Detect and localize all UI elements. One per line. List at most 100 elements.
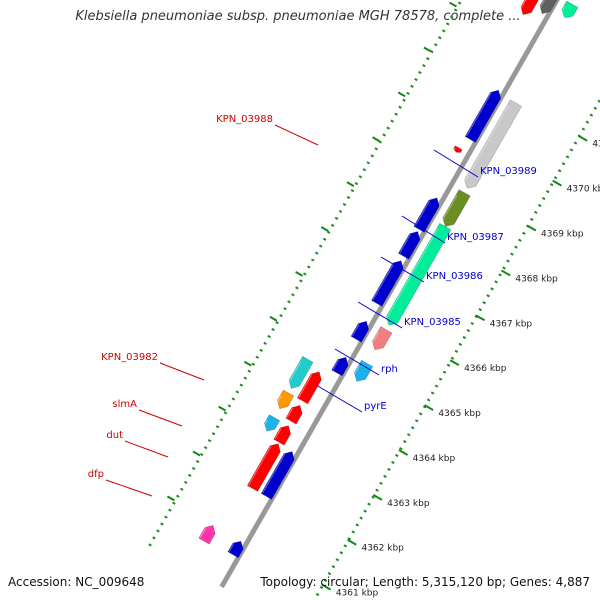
gene-arrow	[453, 145, 463, 153]
gene-arrow-highlight	[262, 453, 286, 494]
tick-mark-outer	[192, 450, 201, 457]
tick-mark	[526, 224, 537, 232]
label-leader-line	[433, 149, 479, 178]
gene-arrow	[198, 525, 216, 545]
tick-label: 4364 kbp	[413, 454, 456, 464]
gene-arrow	[464, 89, 502, 143]
tick-mark-outer	[269, 315, 278, 322]
gene-arrow-highlight	[440, 194, 458, 224]
tick-label: 4368 kbp	[515, 274, 558, 284]
gene-arrow-highlight	[399, 233, 411, 254]
tick-label: 4369 kbp	[541, 229, 584, 239]
gene-arrow-highlight	[559, 5, 566, 15]
label-leader-line	[124, 440, 169, 458]
gene-label: KPN_03987	[447, 232, 504, 243]
label-leader-line	[334, 348, 380, 376]
tick-mark	[552, 179, 562, 187]
gene-arrow	[331, 356, 349, 377]
gene-arrow-highlight	[384, 228, 439, 322]
gene-arrow	[263, 414, 281, 432]
gene-arrow	[464, 99, 523, 189]
gene-arrow-highlight	[352, 365, 360, 379]
gene-arrow-highlight	[462, 105, 509, 185]
gene-arrow-highlight	[286, 361, 302, 386]
gene-arrow-highlight	[351, 323, 360, 337]
gene-label: pyrE	[364, 401, 387, 412]
backbone-rings	[148, 0, 600, 600]
label-leader-line	[159, 362, 205, 381]
label-leader-line	[138, 409, 183, 427]
gene-arrow	[285, 405, 303, 425]
gene-arrow	[277, 389, 295, 410]
gene-arrow	[397, 231, 421, 260]
tick-mark-outer	[449, 1, 457, 8]
tick-mark	[372, 494, 383, 501]
gene-arrow	[539, 0, 558, 15]
tick-label: 4361 kbp	[336, 589, 379, 599]
tick-label: 4371 kbp	[592, 140, 600, 150]
gene-arrow-highlight	[275, 395, 282, 406]
tick-mark	[577, 134, 588, 142]
gene-arrow-highlight	[199, 527, 207, 539]
gene-arrow-highlight	[414, 200, 431, 227]
gene-arrow-highlight	[298, 374, 313, 398]
gene-arrow	[520, 0, 539, 16]
gene-arrow	[246, 443, 281, 492]
label-leader-line	[105, 479, 153, 497]
tick-label: 4366 kbp	[464, 364, 507, 374]
gene-arrow	[296, 371, 322, 405]
gene-arrow	[288, 355, 314, 389]
gene-arrow-highlight	[518, 0, 527, 12]
gene-arrow-highlight	[274, 428, 282, 440]
gene-label: KPN_03985	[404, 317, 461, 328]
accession-text: Accession: NC_009648	[8, 575, 144, 589]
tick-mark-outer	[397, 91, 406, 98]
gene-label: rph	[381, 364, 398, 375]
gene-arrow-highlight	[248, 445, 272, 486]
gene-label: KPN_03986	[426, 271, 483, 282]
gene-arrow-highlight	[286, 407, 294, 419]
gene-arrow-highlight	[372, 263, 395, 301]
gene-label: KPN_03982	[101, 352, 158, 363]
gene-arrow	[227, 540, 244, 559]
label-leader-line	[315, 384, 363, 413]
gene-arrow-highlight	[537, 0, 545, 11]
gene-label: KPN_03989	[480, 166, 537, 177]
tick-mark-outer	[218, 405, 227, 412]
tick-mark-outer	[295, 271, 304, 277]
gene-arrow	[385, 222, 452, 326]
outer-dotted-ring	[148, 0, 464, 547]
gene-label: dut	[106, 430, 123, 441]
gene-features	[198, 0, 579, 559]
gene-arrow-highlight	[453, 147, 456, 151]
gene-arrow	[350, 320, 370, 343]
label-leader-line	[380, 256, 425, 283]
tick-mark	[475, 314, 486, 322]
tick-mark-outer	[243, 360, 252, 367]
gene-label: KPN_03988	[216, 114, 273, 125]
tick-mark-outer	[166, 495, 175, 502]
gene-label: dfp	[88, 469, 104, 480]
label-leader-line	[401, 215, 446, 244]
gene-arrow	[561, 0, 579, 19]
gene-arrow	[442, 189, 471, 227]
backbone-ring	[219, 0, 560, 589]
gene-arrow-highlight	[332, 359, 340, 370]
tick-mark	[347, 538, 357, 546]
gene-label: slmA	[112, 399, 137, 410]
gene-arrow-highlight	[370, 331, 380, 347]
gene-arrow-highlight	[228, 543, 235, 552]
gene-arrow-highlight	[465, 92, 492, 137]
gene-labels: KPN_03988 KPN_03982 slmA dut dfp KPN_03989 KPN…	[88, 114, 537, 497]
label-leader-line	[274, 124, 319, 146]
inner-dotted-ring	[312, 96, 600, 600]
gene-arrow	[371, 260, 404, 307]
tick-mark-outer	[372, 136, 381, 143]
gene-arrow-highlight	[262, 419, 269, 429]
tick-mark	[321, 583, 332, 591]
gene-arrow	[413, 197, 440, 233]
gene-arrow	[273, 425, 292, 446]
map-title: Klebsiella pneumoniae subsp. pneumoniae …	[75, 9, 520, 24]
tick-label: 4365 kbp	[438, 409, 481, 419]
tick-mark	[500, 269, 511, 277]
